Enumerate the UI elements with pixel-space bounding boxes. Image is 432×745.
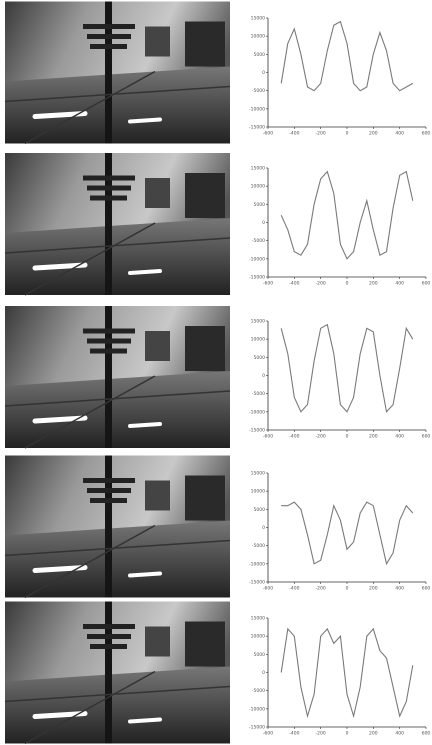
y-tick-label: 10000 <box>251 337 265 343</box>
x-tick-label: 400 <box>395 281 404 287</box>
x-tick-label: 400 <box>395 131 404 137</box>
y-tick-label: 0 <box>262 70 265 76</box>
y-tick-label: 10000 <box>251 34 265 40</box>
x-tick-label: 0 <box>346 586 349 592</box>
x-tick-label: -200 <box>316 586 326 592</box>
x-tick-label: -600 <box>263 434 273 440</box>
x-tick-label: 200 <box>369 281 378 287</box>
y-tick-label: 0 <box>262 670 265 676</box>
x-tick-label: -400 <box>289 586 299 592</box>
x-tick-label: 200 <box>369 586 378 592</box>
x-tick-label: -400 <box>289 731 299 737</box>
x-tick-label: 600 <box>422 281 431 287</box>
y-tick-label: -10000 <box>249 409 265 415</box>
x-tick-label: -600 <box>263 731 273 737</box>
y-tick-label: -5000 <box>252 688 265 694</box>
x-tick-label: -600 <box>263 281 273 287</box>
y-tick-label: -10000 <box>249 256 265 262</box>
y-tick-label: 0 <box>262 525 265 531</box>
x-tick-label: 200 <box>369 131 378 137</box>
y-tick-label: -15000 <box>249 428 265 434</box>
x-tick-label: 600 <box>422 586 431 592</box>
y-tick-label: 10000 <box>251 634 265 640</box>
x-tick-label: -200 <box>316 131 326 137</box>
y-tick-label: -10000 <box>249 561 265 567</box>
y-tick-label: -15000 <box>249 125 265 131</box>
x-tick-label: 0 <box>346 131 349 137</box>
x-tick-label: -600 <box>263 131 273 137</box>
x-tick-label: 600 <box>422 131 431 137</box>
photo <box>5 456 230 598</box>
x-tick-label: -400 <box>289 281 299 287</box>
y-tick-label: -15000 <box>249 725 265 731</box>
x-tick-label: 0 <box>346 281 349 287</box>
x-tick-label: 0 <box>346 731 349 737</box>
x-tick-label: -200 <box>316 731 326 737</box>
y-tick-label: 15000 <box>251 471 265 477</box>
x-tick-label: 200 <box>369 731 378 737</box>
y-tick-label: -15000 <box>249 580 265 586</box>
photo <box>5 2 230 144</box>
y-tick-label: -5000 <box>252 238 265 244</box>
line <box>281 501 414 566</box>
y-tick-label: 0 <box>262 220 265 226</box>
axes <box>267 473 426 583</box>
y-tick-label: 5000 <box>254 507 266 513</box>
x-tick-label: -400 <box>289 131 299 137</box>
photo <box>5 306 230 448</box>
y-tick-label: 15000 <box>251 319 265 325</box>
y-tick-label: 10000 <box>251 489 265 495</box>
x-tick-label: 0 <box>346 434 349 440</box>
x-tick-label: -400 <box>289 434 299 440</box>
y-tick-label: 15000 <box>251 616 265 622</box>
x-tick-label: 400 <box>395 434 404 440</box>
y-tick-label: -5000 <box>252 88 265 94</box>
y-tick-label: -5000 <box>252 391 265 397</box>
y-tick-label: 0 <box>262 373 265 379</box>
x-tick-label: 200 <box>369 434 378 440</box>
axes <box>267 168 426 278</box>
x-tick-label: -200 <box>316 434 326 440</box>
line <box>280 627 414 719</box>
y-tick-label: -15000 <box>249 275 265 281</box>
x-tick-label: 600 <box>422 731 431 737</box>
y-tick-label: -10000 <box>249 706 265 712</box>
y-tick-label: -10000 <box>249 106 265 112</box>
y-tick-label: 5000 <box>254 202 266 208</box>
photo <box>5 153 230 295</box>
x-tick-label: 600 <box>422 434 431 440</box>
photo <box>5 602 230 744</box>
x-tick-label: 400 <box>395 586 404 592</box>
y-tick-label: -5000 <box>252 543 265 549</box>
y-tick-label: 5000 <box>254 52 266 58</box>
x-tick-label: -200 <box>316 281 326 287</box>
axes <box>267 321 426 431</box>
y-tick-label: 15000 <box>251 166 265 172</box>
line <box>280 170 414 260</box>
y-tick-label: 5000 <box>254 355 266 361</box>
y-tick-label: 10000 <box>251 184 265 190</box>
y-tick-label: 15000 <box>251 16 265 22</box>
x-tick-label: -600 <box>263 586 273 592</box>
line <box>280 323 414 413</box>
y-tick-label: 5000 <box>254 652 266 658</box>
line <box>280 20 414 92</box>
x-tick-label: 400 <box>395 731 404 737</box>
